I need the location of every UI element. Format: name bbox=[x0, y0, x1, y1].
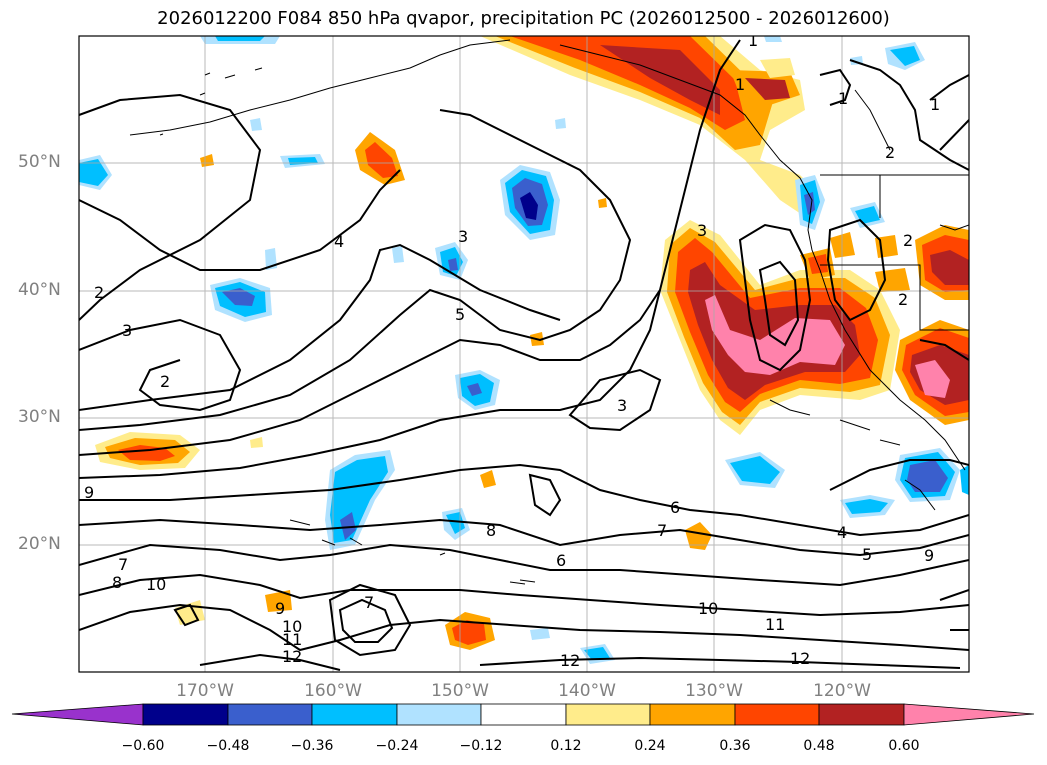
colorbar-tick-label: 0.12 bbox=[550, 738, 582, 754]
contour-label: 1 bbox=[748, 31, 758, 50]
contour-label: 1 bbox=[735, 75, 745, 94]
colorbar bbox=[11, 703, 1035, 726]
contour-label: 2 bbox=[94, 283, 104, 302]
colorbar-tick-label: 0.48 bbox=[803, 738, 835, 754]
contour-labels: 1 1 1 1 2 2 2 2 2 3 3 3 3 4 4 5 5 6 6 7 … bbox=[84, 31, 940, 670]
contour-label: 5 bbox=[862, 545, 872, 564]
contour-label: 10 bbox=[282, 617, 302, 636]
contour-label: 7 bbox=[364, 593, 374, 612]
colorbar-tick-label: −0.60 bbox=[121, 738, 165, 754]
colorbar-tick-label: 0.60 bbox=[888, 738, 920, 754]
coastlines bbox=[129, 39, 969, 585]
lon-label: 170°W bbox=[176, 681, 234, 701]
lat-label: 40°N bbox=[18, 280, 61, 300]
contour-label: 2 bbox=[160, 372, 170, 391]
contour-label: 10 bbox=[146, 575, 166, 594]
contour-label: 4 bbox=[334, 232, 344, 251]
colorbar-extend-high bbox=[903, 703, 1035, 726]
contour-label: 1 bbox=[838, 89, 848, 108]
colorbar-tick-label: 0.36 bbox=[719, 738, 751, 754]
lat-label: 20°N bbox=[18, 534, 61, 554]
lon-label: 150°W bbox=[431, 681, 489, 701]
contour-label: 3 bbox=[697, 221, 707, 240]
contour-label: 3 bbox=[617, 396, 627, 415]
lon-label: 130°W bbox=[685, 681, 743, 701]
lon-label: 160°W bbox=[304, 681, 362, 701]
contour-label: 12 bbox=[282, 647, 302, 666]
contour-label: 5 bbox=[455, 305, 465, 324]
contour-label: 8 bbox=[486, 521, 496, 540]
contour-label: 11 bbox=[765, 615, 785, 634]
contour-label: 9 bbox=[924, 546, 934, 565]
contour-label: 12 bbox=[790, 649, 810, 668]
contour-label: 8 bbox=[112, 573, 122, 592]
contour-label: 4 bbox=[837, 523, 847, 542]
contour-label: 7 bbox=[657, 521, 667, 540]
contour-label: 3 bbox=[122, 321, 132, 340]
contour-label: 9 bbox=[84, 483, 94, 502]
contour-label: 1 bbox=[930, 95, 940, 114]
contour-label: 2 bbox=[898, 290, 908, 309]
contour-label: 3 bbox=[458, 227, 468, 246]
contour-label: 9 bbox=[275, 599, 285, 618]
lon-label: 120°W bbox=[813, 681, 871, 701]
colorbar-extend-low bbox=[11, 703, 144, 726]
contour-label: 11 bbox=[282, 630, 302, 649]
colorbar-tick-label: 0.24 bbox=[634, 738, 666, 754]
colorbar-tick-label: −0.24 bbox=[375, 738, 419, 754]
precip-negative-shading bbox=[79, 36, 969, 664]
contour-label: 2 bbox=[885, 143, 895, 162]
map-panel: 1 1 1 1 2 2 2 2 2 3 3 3 3 4 4 5 5 6 6 7 … bbox=[79, 31, 969, 672]
colorbar-tick-label: −0.48 bbox=[206, 738, 250, 754]
contour-label: 10 bbox=[698, 599, 718, 618]
qvapor-contours bbox=[79, 39, 969, 671]
contour-label: 7 bbox=[118, 555, 128, 574]
contour-label: 12 bbox=[560, 651, 580, 670]
contour-label: 6 bbox=[556, 551, 566, 570]
contour-label: 6 bbox=[670, 498, 680, 517]
colorbar-tick-label: −0.36 bbox=[290, 738, 334, 754]
lat-label: 30°N bbox=[18, 407, 61, 427]
map-title: 2026012200 F084 850 hPa qvapor, precipit… bbox=[157, 8, 890, 29]
lon-label: 140°W bbox=[558, 681, 616, 701]
map-frame bbox=[78, 35, 970, 673]
precip-positive-shading bbox=[95, 36, 969, 650]
gridlines bbox=[79, 36, 969, 672]
contour-label: 2 bbox=[903, 231, 913, 250]
colorbar-tick-label: −0.12 bbox=[459, 738, 503, 754]
lat-label: 50°N bbox=[18, 152, 61, 172]
